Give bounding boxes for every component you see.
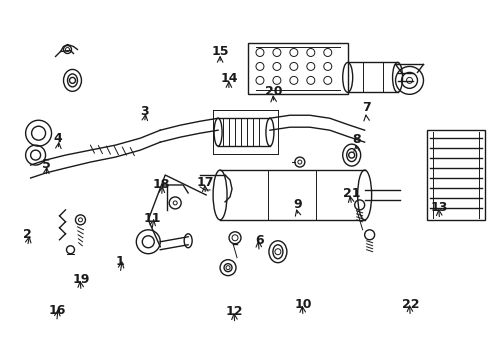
Text: 3: 3: [140, 105, 148, 118]
Bar: [427, 130, 484, 220]
Text: 4: 4: [54, 131, 62, 144]
Text: 15: 15: [211, 45, 228, 58]
Text: 19: 19: [72, 273, 90, 286]
Text: 7: 7: [361, 101, 370, 114]
Text: 16: 16: [48, 304, 65, 317]
Text: 17: 17: [196, 176, 214, 189]
Text: 21: 21: [342, 187, 360, 200]
Text: 9: 9: [293, 198, 302, 211]
Text: 5: 5: [41, 158, 50, 171]
Text: 18: 18: [153, 178, 170, 191]
Text: 14: 14: [220, 72, 237, 85]
Text: 2: 2: [23, 228, 32, 241]
Text: 13: 13: [430, 202, 447, 215]
Text: 11: 11: [143, 212, 160, 225]
Text: 20: 20: [264, 85, 282, 98]
Text: 1: 1: [116, 255, 124, 268]
Text: 12: 12: [225, 306, 243, 319]
Bar: [247, 42, 347, 94]
Text: 6: 6: [254, 234, 263, 247]
Text: 10: 10: [294, 298, 311, 311]
Text: 8: 8: [352, 133, 360, 146]
Text: 22: 22: [401, 298, 418, 311]
